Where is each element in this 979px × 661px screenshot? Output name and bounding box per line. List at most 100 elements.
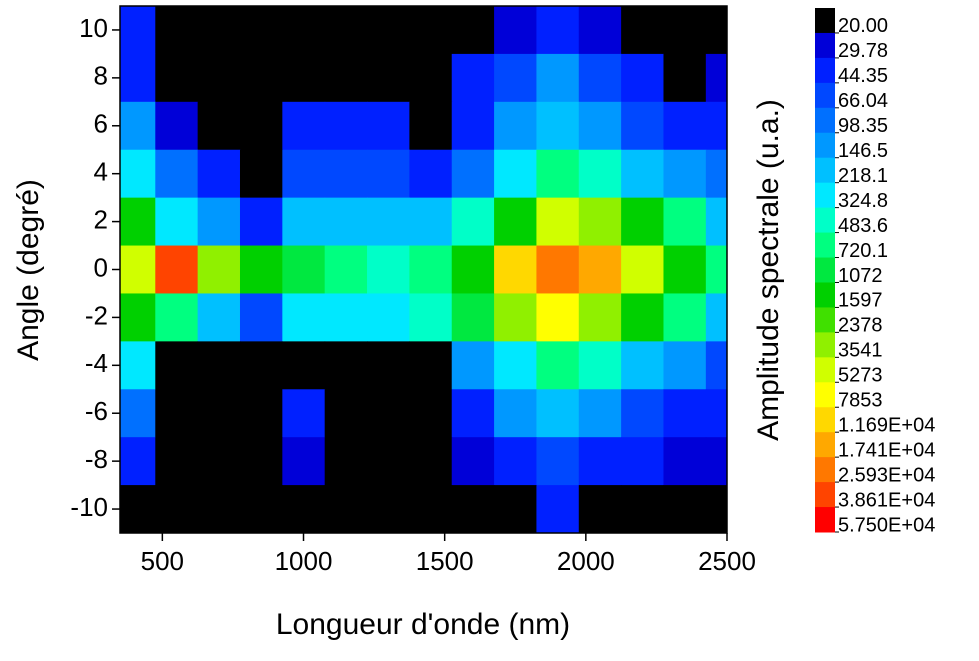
contour-cell (197, 197, 241, 247)
colorbar-band (815, 307, 835, 333)
colorbar-band (815, 132, 835, 159)
contour-cell (120, 245, 156, 294)
colorbar-band (815, 57, 835, 84)
contour-cell (155, 53, 199, 103)
colorbar-label: 98.35 (838, 115, 888, 137)
contour-cell (197, 341, 241, 390)
y-tick-label: 8 (94, 61, 108, 91)
contour-cell (409, 341, 453, 390)
contour-cell (324, 341, 368, 390)
y-tick-label: -8 (85, 444, 108, 474)
contour-cell (451, 53, 495, 103)
contour-cell (324, 245, 368, 294)
contour-cell (705, 485, 727, 533)
contour-cell (282, 149, 326, 199)
contour-cell (239, 197, 283, 247)
contour-cell (578, 485, 622, 533)
contour-cell (494, 149, 537, 199)
contour-cell (324, 6, 368, 55)
colorbar-label: 66.04 (838, 90, 888, 112)
x-tick-label: 1000 (275, 546, 333, 576)
contour-cell (239, 485, 283, 533)
contour-cell (120, 197, 156, 247)
contour-cell (451, 197, 495, 247)
colorbar-label: 324.8 (838, 190, 888, 212)
contour-cell (197, 6, 241, 55)
colorbar-label: 1.741E+04 (838, 439, 935, 461)
y-axis-label: Angle (degré) (12, 179, 45, 361)
colorbar-label: 5.750E+04 (838, 514, 935, 536)
contour-cell (409, 6, 453, 55)
contour-cell (282, 485, 326, 533)
contour-cell (324, 437, 368, 486)
contour-cell (621, 485, 664, 533)
contour-cell (705, 53, 727, 103)
contour-cell (197, 149, 241, 199)
y-tick-label: 4 (94, 157, 108, 187)
contour-cell (578, 341, 622, 390)
x-tick-label: 2000 (557, 546, 615, 576)
contour-cell (409, 389, 453, 438)
colorbar-band (815, 8, 835, 34)
contour-cell (155, 485, 199, 533)
contour-cell (239, 149, 283, 199)
colorbar-band (815, 457, 835, 483)
contour-cell (621, 245, 664, 294)
contour-cell (578, 101, 622, 151)
contour-cell (197, 485, 241, 533)
contour-cell (451, 485, 495, 533)
contour-cell (451, 101, 495, 151)
colorbar-label: 146.5 (838, 140, 888, 162)
colorbar-label: 1072 (838, 265, 883, 287)
contour-cell (120, 101, 156, 151)
colorbar-band (815, 257, 835, 283)
contour-cell (705, 245, 727, 294)
contour-cell (197, 245, 241, 294)
contour-cell (367, 6, 410, 55)
contour-cell (367, 437, 410, 486)
contour-cell (239, 245, 283, 294)
contour-cell (705, 341, 727, 390)
contour-cell (155, 197, 199, 247)
contour-cell (663, 101, 707, 151)
contour-cell (367, 149, 410, 199)
contour-cell (536, 293, 580, 342)
contour-cell (197, 389, 241, 438)
colorbar-band (815, 82, 835, 109)
contour-cell (578, 389, 622, 438)
contour-cell (155, 6, 199, 55)
contour-cell (663, 485, 707, 533)
colorbar-label: 720.1 (838, 240, 888, 262)
colorbar-label: 3541 (838, 340, 883, 362)
contour-cell (663, 149, 707, 199)
colorbar-label: Amplitude spectrale (u.a.) (752, 99, 785, 441)
contour-cell (324, 485, 368, 533)
contour-cell (578, 149, 622, 199)
contour-cell (197, 293, 241, 342)
contour-cell (409, 197, 453, 247)
colorbar-label: 29.78 (838, 40, 888, 62)
contour-cell (282, 6, 326, 55)
contour-cell (536, 437, 580, 486)
contour-cell (663, 245, 707, 294)
colorbar-band (815, 332, 835, 358)
contour-cell (621, 389, 664, 438)
contour-cell (705, 389, 727, 438)
colorbar-label: 20.00 (838, 15, 888, 37)
contour-cell (494, 101, 537, 151)
contour-cell (367, 389, 410, 438)
contour-cell (621, 197, 664, 247)
y-tick-label: 2 (94, 204, 108, 234)
contour-cell (621, 101, 664, 151)
colorbar-label: 2378 (838, 315, 883, 337)
contour-cell (578, 6, 622, 55)
colorbar-band (815, 157, 835, 184)
contour-cell (663, 389, 707, 438)
contour-cell (494, 53, 537, 103)
contour-cell (494, 485, 537, 533)
contour-cell (409, 485, 453, 533)
contour-cell (451, 437, 495, 486)
contour-cell (282, 437, 326, 486)
y-tick-label: -10 (70, 492, 108, 522)
colorbar-band (815, 407, 835, 433)
